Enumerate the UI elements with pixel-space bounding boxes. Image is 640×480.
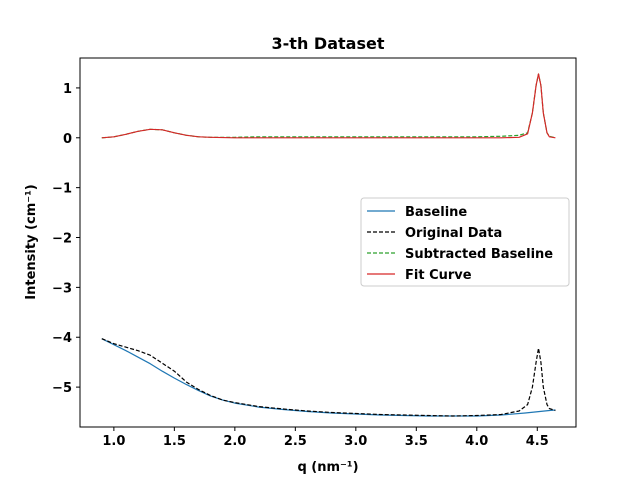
x-tick-label: 3.0 [344,434,367,449]
series-line-1 [101,338,556,417]
chart-title: 3-th Dataset [272,34,385,53]
y-tick-label: −3 [52,281,72,296]
legend-label: Original Data [405,226,502,241]
y-tick-label: −2 [52,232,72,247]
legend-label: Baseline [405,205,467,220]
series-layer [101,73,556,417]
legend-label: Fit Curve [405,268,472,283]
x-axis-label: q (nm⁻¹) [297,460,358,475]
legend-box [360,197,570,287]
x-tick-label: 2.5 [284,434,307,449]
plot-frame [79,57,577,428]
series-line-2 [101,73,556,139]
y-tick-label: 0 [63,132,72,147]
x-tick-label: 3.5 [405,434,428,449]
legend-label: Subtracted Baseline [405,247,553,262]
x-axis: 1.0 1.5 2.0 2.5 3.0 3.5 4.0 4.5 [102,427,549,449]
x-tick-label: 1.0 [102,434,125,449]
y-tick-label: −5 [52,381,72,396]
y-axis: 1 0 −1 −2 −3 −4 −5 [52,82,80,396]
y-tick-label: 1 [63,82,72,97]
y-tick-label: −4 [52,331,72,346]
series-line-3 [101,73,556,139]
x-tick-label: 2.0 [223,434,246,449]
y-tick-label: −1 [52,182,72,197]
x-tick-label: 4.5 [526,434,549,449]
y-axis-label: Intensity (cm⁻¹) [24,184,39,299]
series-line-0 [101,338,556,417]
x-tick-label: 1.5 [163,434,186,449]
x-tick-label: 4.0 [465,434,488,449]
legend: Baseline Original Data Subtracted Baseline… [360,197,570,287]
